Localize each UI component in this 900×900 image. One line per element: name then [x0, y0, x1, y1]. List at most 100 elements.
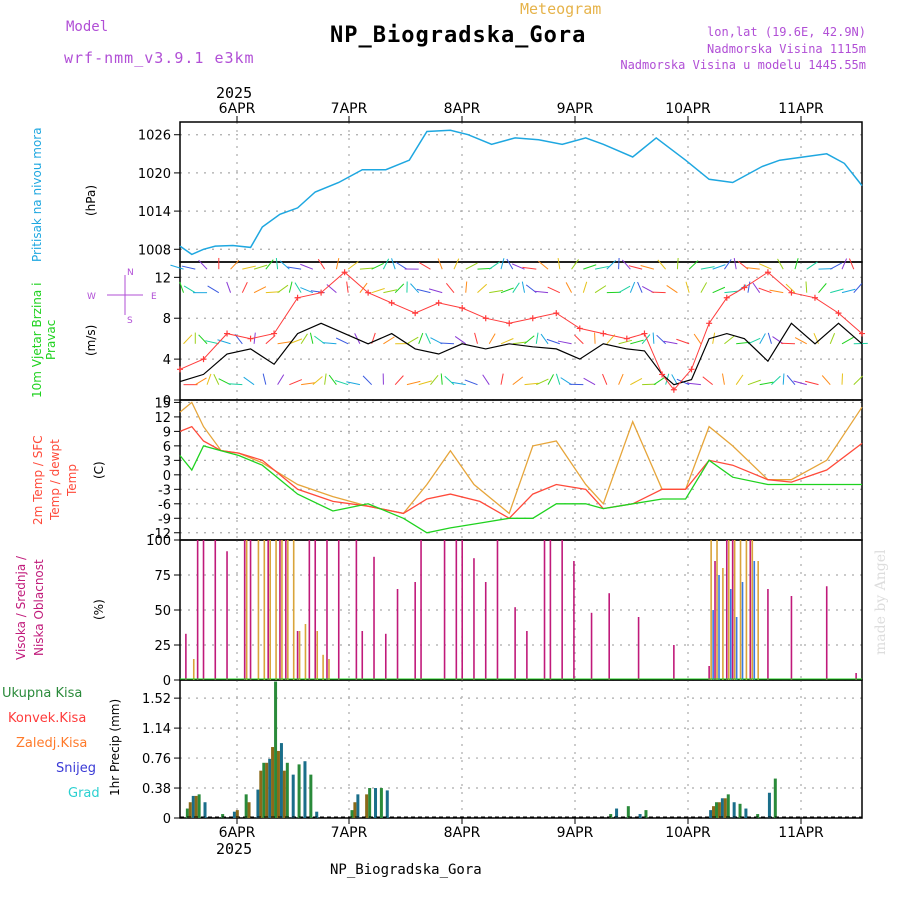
wind-barb — [747, 281, 751, 293]
wind-barb — [346, 381, 361, 386]
wind-barb — [500, 287, 514, 294]
convective-precip-bar — [194, 795, 198, 818]
y-tick-label: 0.38 — [142, 782, 171, 797]
y-tick-label: -3 — [158, 483, 171, 498]
total-precip-bar — [644, 810, 648, 818]
wind-barb — [806, 261, 818, 270]
x-tick-label-top: 10APR — [665, 101, 711, 117]
convective-precip-bar — [247, 802, 251, 818]
meteogram-label: Meteogram — [520, 0, 602, 18]
wind-barb — [771, 375, 781, 386]
convective-precip-bar — [365, 794, 369, 818]
wind-barb — [322, 342, 337, 345]
wind-barb — [362, 375, 373, 386]
wind-barb — [782, 373, 785, 385]
y-tick-label: 9 — [163, 425, 171, 440]
total-precip-bar — [379, 788, 383, 818]
wind-barb — [582, 281, 588, 293]
total-precip-bar — [638, 814, 642, 818]
gust-marker — [177, 366, 183, 373]
total-precip-bar — [368, 788, 372, 818]
wind-barb — [534, 290, 549, 294]
wind-barb — [794, 258, 799, 270]
total-precip-bar — [297, 764, 301, 818]
wind-barb — [676, 257, 679, 270]
gust-marker — [659, 371, 666, 378]
wind-barb — [294, 282, 302, 293]
wind-barb — [394, 375, 404, 386]
wind-barb — [195, 377, 207, 386]
wind-barb — [745, 267, 760, 270]
wind-barb — [594, 265, 609, 270]
wind-barb — [395, 261, 408, 270]
total-precip-bar — [726, 794, 730, 818]
gust-marker — [553, 310, 560, 317]
wind-barb — [602, 373, 608, 385]
wind-barb — [772, 336, 784, 345]
gust-marker — [764, 269, 771, 276]
wind-barb — [818, 283, 827, 293]
wind-barb — [170, 264, 184, 270]
gust-marker — [688, 366, 695, 373]
wind-barb — [583, 377, 596, 386]
total-precip-bar — [197, 794, 201, 818]
wind-barb — [382, 258, 390, 270]
y-tick-label: 1008 — [138, 243, 171, 258]
wind-barb — [535, 332, 539, 344]
wind-barb — [712, 332, 716, 344]
wind-barb — [628, 265, 643, 270]
wind-barb — [309, 332, 314, 344]
wind-barb — [618, 373, 624, 385]
station-title: NP_Biogradska_Gora — [330, 23, 587, 48]
x-tick-label-bottom: 9APR — [557, 825, 594, 841]
wind-barb — [758, 287, 772, 294]
gust-marker — [459, 305, 466, 311]
gust-marker — [529, 315, 536, 322]
legend-snijeg: Snijeg — [56, 761, 96, 776]
wind-barb — [277, 374, 285, 385]
compass-label: E — [151, 292, 157, 302]
total-precip-bar — [615, 808, 619, 818]
wind-barb — [657, 259, 667, 270]
panel-frame — [179, 679, 863, 819]
wind-barb — [205, 340, 219, 345]
y-tick-label: 4 — [163, 353, 171, 368]
wind-barb — [482, 374, 490, 385]
total-precip-bar — [374, 788, 378, 818]
wind-barb — [454, 336, 467, 345]
wind-barb — [265, 259, 274, 270]
wind-barb — [688, 260, 699, 270]
wind-barb — [606, 260, 616, 270]
wind-barb — [618, 339, 633, 345]
y-tick-label: 6 — [163, 440, 171, 455]
total-precip-bar — [709, 810, 713, 818]
wind-barb — [326, 284, 337, 294]
convective-precip-bar — [282, 770, 286, 818]
sfc-temp-line — [179, 401, 863, 515]
total-precip-bar — [274, 681, 278, 818]
y-tick-label: 0 — [163, 469, 171, 484]
wind-barb — [686, 382, 701, 386]
wind-barb — [546, 338, 560, 345]
wind-barb — [630, 339, 644, 345]
wind-barb — [287, 266, 302, 270]
wind-barb — [213, 373, 220, 385]
y-tick-label: 50 — [154, 604, 171, 619]
wind-barb — [512, 282, 520, 293]
wind-barb — [721, 373, 725, 385]
legend-ukupna: Ukupna Kisa — [2, 686, 83, 701]
gust-marker — [811, 294, 818, 301]
y-tick-label: 1020 — [138, 167, 171, 182]
wind-barb — [312, 376, 323, 386]
total-precip-bar — [191, 795, 195, 818]
total-precip-bar — [232, 811, 236, 818]
wind-barb — [371, 287, 385, 294]
wind-barb — [425, 333, 431, 344]
wind-barb — [359, 282, 368, 293]
wind-barb — [656, 334, 666, 345]
wind-barb — [391, 258, 396, 270]
wind-barb — [383, 336, 395, 345]
wind-barb — [767, 332, 772, 344]
wind-barb — [830, 262, 843, 270]
